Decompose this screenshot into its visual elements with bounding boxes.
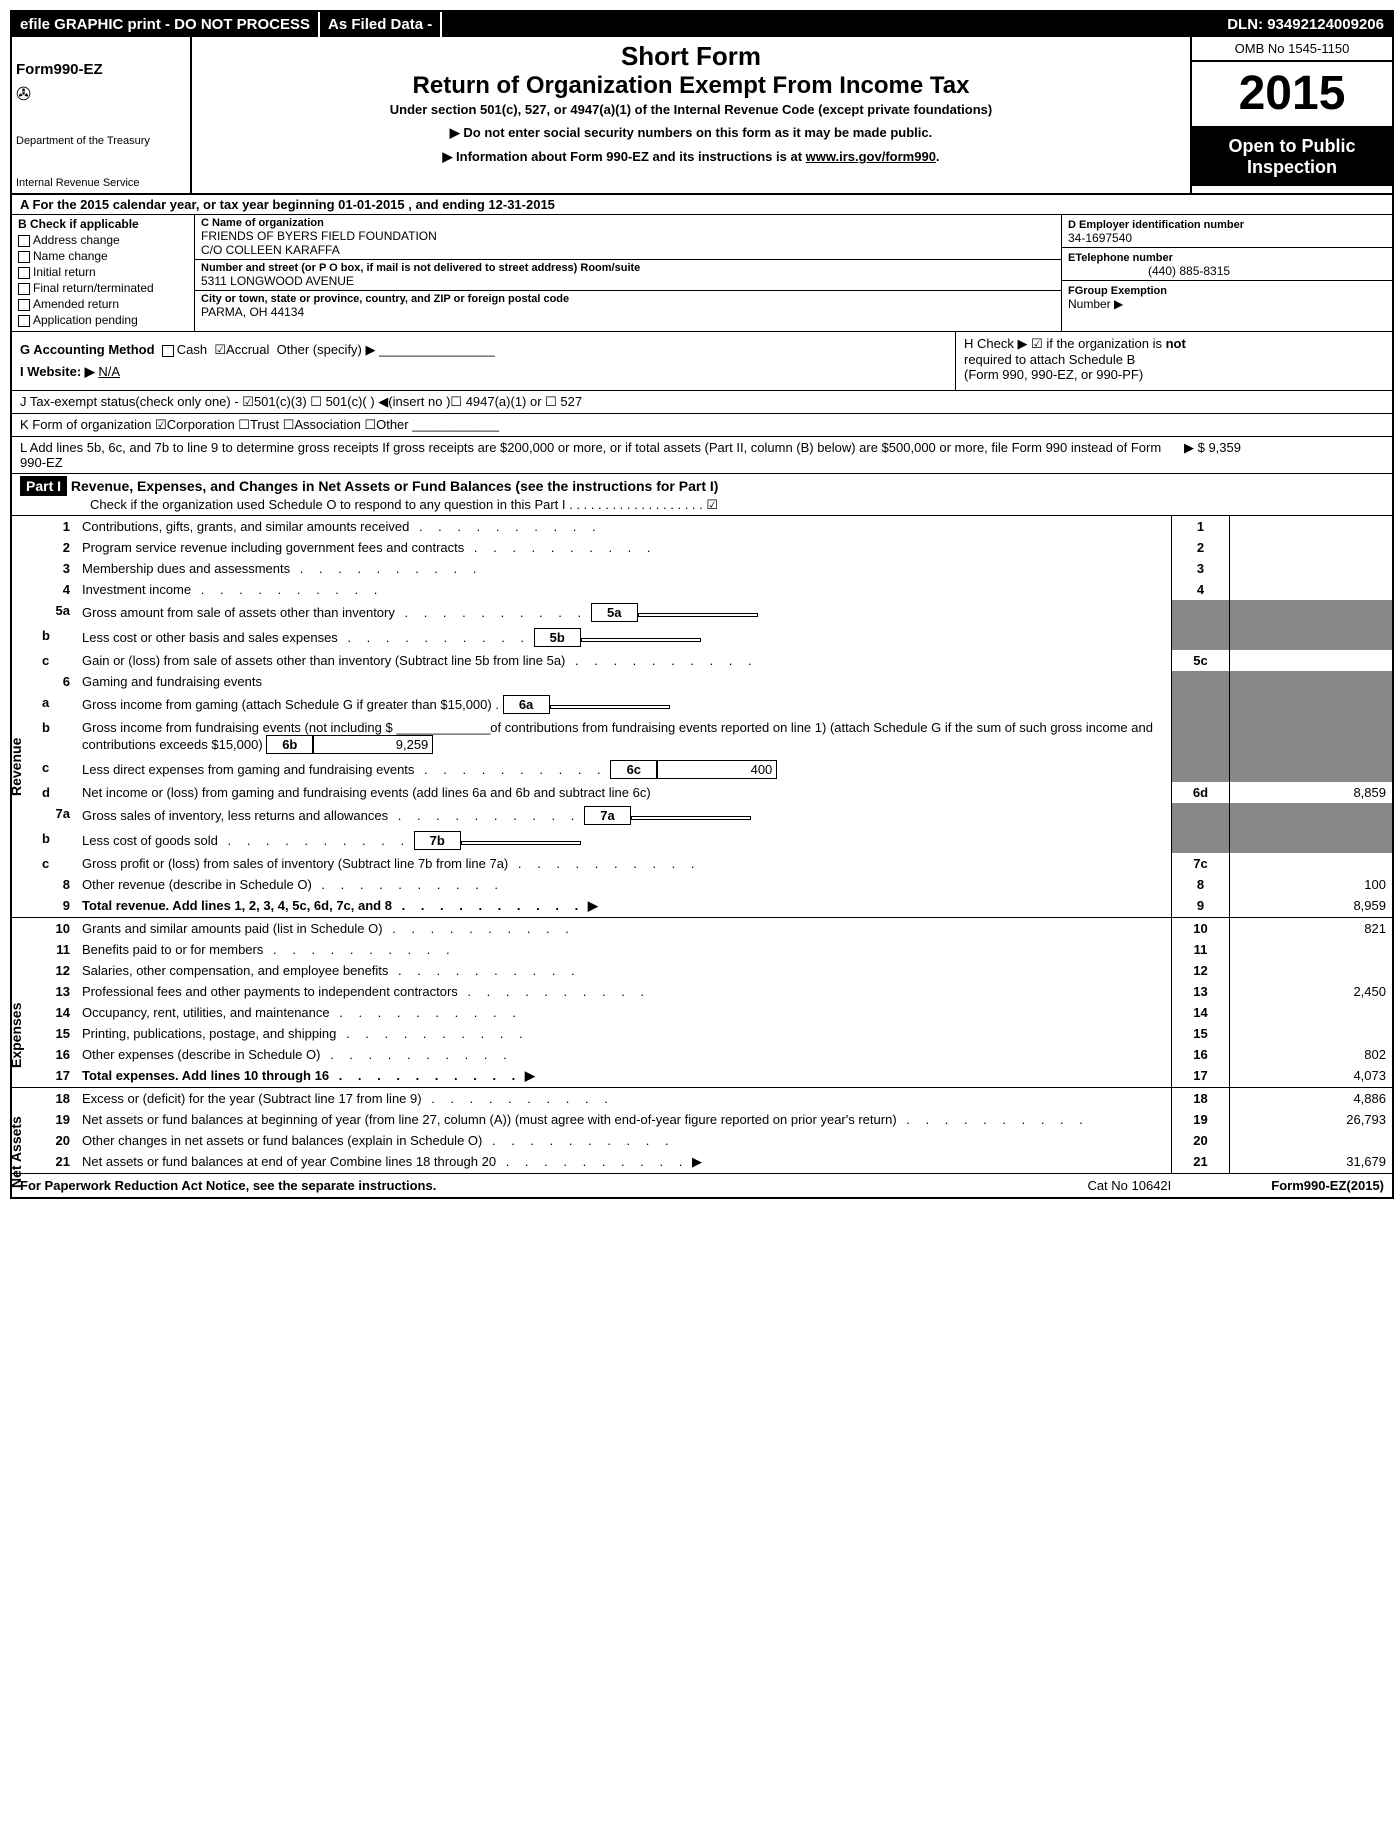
sidebar-expenses: Expenses <box>8 1003 24 1068</box>
dept1: Department of the Treasury <box>16 135 186 147</box>
efile-notice: efile GRAPHIC print - DO NOT PROCESS <box>12 12 320 37</box>
line-5c: cGain or (loss) from sale of assets othe… <box>36 650 1392 671</box>
line-12: 12 Salaries, other compensation, and emp… <box>36 960 1392 981</box>
G-lbl: G Accounting Method <box>20 342 155 357</box>
line-14: 14 Occupancy, rent, utilities, and maint… <box>36 1002 1392 1023</box>
section-GHI: G Accounting Method Cash ☑Accrual Other … <box>12 332 1392 391</box>
website: N/A <box>98 364 120 379</box>
title1: Short Form <box>196 41 1186 72</box>
line-9: 9 Total revenue. Add lines 1, 2, 3, 4, 5… <box>36 895 1392 917</box>
C-name-lbl: C Name of organization <box>201 217 1055 229</box>
C-addr-lbl: Number and street (or P O box, if mail i… <box>201 262 1055 274</box>
footer: For Paperwork Reduction Act Notice, see … <box>12 1173 1392 1197</box>
dln: DLN: 93492124009206 <box>1219 12 1392 37</box>
title2: Return of Organization Exempt From Incom… <box>196 72 1186 100</box>
topbar: efile GRAPHIC print - DO NOT PROCESS As … <box>12 12 1392 37</box>
line-A: A For the 2015 calendar year, or tax yea… <box>12 195 1392 215</box>
line-7c: cGross profit or (loss) from sales of in… <box>36 853 1392 874</box>
E-lbl: ETelephone number <box>1068 252 1173 264</box>
line-4: 4 Investment income . . . . . . . . . . … <box>36 579 1392 600</box>
header-left: Form990-EZ ✇ Department of the Treasury … <box>12 37 192 193</box>
line-5a: 5aGross amount from sale of assets other… <box>36 600 1392 625</box>
line-1: 1 Contributions, gifts, grants, and simi… <box>36 516 1392 537</box>
form-prefix: Form <box>16 61 54 78</box>
line-3: 3 Membership dues and assessments . . . … <box>36 558 1392 579</box>
line-15: 15 Printing, publications, postage, and … <box>36 1023 1392 1044</box>
footer-formno: Form990-EZ(2015) <box>1271 1178 1384 1193</box>
B-header: B Check if applicable <box>18 217 188 231</box>
line-10: 10 Grants and similar amounts paid (list… <box>36 918 1392 939</box>
line-6a: aGross income from gaming (attach Schedu… <box>36 692 1392 717</box>
line-6b: bGross income from fundraising events (n… <box>36 717 1392 757</box>
line-2: 2 Program service revenue including gove… <box>36 537 1392 558</box>
partI-header: Part I Revenue, Expenses, and Changes in… <box>12 474 1392 516</box>
subtitle: Under section 501(c), 527, or 4947(a)(1)… <box>196 102 1186 117</box>
F-lbl2: Number ▶ <box>1068 297 1123 311</box>
omb: OMB No 1545-1150 <box>1192 37 1392 62</box>
H-box: H Check ▶ ☑ if the organization is not r… <box>955 332 1392 390</box>
line-11: 11 Benefits paid to or for members . . .… <box>36 939 1392 960</box>
chk-pending[interactable]: Application pending <box>18 313 188 327</box>
chk-address[interactable]: Address change <box>18 233 188 247</box>
line-8: 8 Other revenue (describe in Schedule O)… <box>36 874 1392 895</box>
warn1: ▶ Do not enter social security numbers o… <box>196 125 1186 141</box>
netassets-section: Net Assets 18 Excess or (deficit) for th… <box>12 1088 1392 1173</box>
footer-notice: For Paperwork Reduction Act Notice, see … <box>20 1178 436 1193</box>
expenses-section: Expenses 10 Grants and similar amounts p… <box>12 918 1392 1088</box>
line-20: 20 Other changes in net assets or fund b… <box>36 1130 1392 1151</box>
chk-amended[interactable]: Amended return <box>18 297 188 311</box>
chk-initial[interactable]: Initial return <box>18 265 188 279</box>
header: Form990-EZ ✇ Department of the Treasury … <box>12 37 1392 195</box>
dept2: Internal Revenue Service <box>16 177 186 189</box>
section-BCDEF: B Check if applicable Address change Nam… <box>12 215 1392 332</box>
open-inspection: Open to PublicInspection <box>1192 128 1392 186</box>
asfiled: As Filed Data - <box>320 12 442 37</box>
chk-name[interactable]: Name change <box>18 249 188 263</box>
line-19: 19Net assets or fund balances at beginni… <box>36 1109 1392 1130</box>
line-J: J Tax-exempt status(check only one) - ☑5… <box>12 391 1392 414</box>
revenue-section: Revenue 1 Contributions, gifts, grants, … <box>12 516 1392 918</box>
footer-catno: Cat No 10642I <box>1087 1178 1171 1193</box>
line-7a: 7aGross sales of inventory, less returns… <box>36 803 1392 828</box>
C-city-lbl: City or town, state or province, country… <box>201 293 1055 305</box>
year: 2015 <box>1192 62 1392 128</box>
org-name: FRIENDS OF BYERS FIELD FOUNDATION <box>201 229 1055 243</box>
org-city: PARMA, OH 44134 <box>201 305 1055 319</box>
D-lbl: D Employer identification number <box>1068 219 1244 231</box>
I-lbl: I Website: ▶ <box>20 364 95 379</box>
org-co: C/O COLLEEN KARAFFA <box>201 243 1055 257</box>
org-addr: 5311 LONGWOOD AVENUE <box>201 274 1055 288</box>
F-lbl: FGroup Exemption <box>1068 285 1167 297</box>
phone: (440) 885-8315 <box>1068 264 1230 278</box>
sidebar-revenue: Revenue <box>8 738 24 796</box>
chk-final[interactable]: Final return/terminated <box>18 281 188 295</box>
line-L: L Add lines 5b, 6c, and 7b to line 9 to … <box>12 437 1392 474</box>
line-6c: cLess direct expenses from gaming and fu… <box>36 757 1392 782</box>
header-right: OMB No 1545-1150 2015 Open to PublicInsp… <box>1192 37 1392 193</box>
line-21: 21 Net assets or fund balances at end of… <box>36 1151 1392 1173</box>
line-7b: bLess cost of goods sold . . . . . . . .… <box>36 828 1392 853</box>
line-16: 16 Other expenses (describe in Schedule … <box>36 1044 1392 1065</box>
col-C: C Name of organization FRIENDS OF BYERS … <box>195 215 1062 331</box>
line-13: 13 Professional fees and other payments … <box>36 981 1392 1002</box>
col-B: B Check if applicable Address change Nam… <box>12 215 195 331</box>
line-17: 17 Total expenses. Add lines 10 through … <box>36 1065 1392 1087</box>
line-6: 6 Gaming and fundraising events <box>36 671 1392 692</box>
warn2: ▶ Information about Form 990-EZ and its … <box>196 149 1186 165</box>
ein: 34-1697540 <box>1068 231 1132 245</box>
irs-link[interactable]: www.irs.gov/form990 <box>806 149 936 164</box>
form-number: 990-EZ <box>54 61 103 78</box>
header-center: Short Form Return of Organization Exempt… <box>192 37 1192 193</box>
line-K: K Form of organization ☑Corporation ☐Tru… <box>12 414 1392 437</box>
col-DEF: D Employer identification number 34-1697… <box>1062 215 1392 331</box>
line-5b: bLess cost or other basis and sales expe… <box>36 625 1392 650</box>
form-page: efile GRAPHIC print - DO NOT PROCESS As … <box>10 10 1394 1199</box>
line-18: 18 Excess or (deficit) for the year (Sub… <box>36 1088 1392 1109</box>
sidebar-netassets: Net Assets <box>8 1116 24 1188</box>
line-6d: dNet income or (loss) from gaming and fu… <box>36 782 1392 803</box>
